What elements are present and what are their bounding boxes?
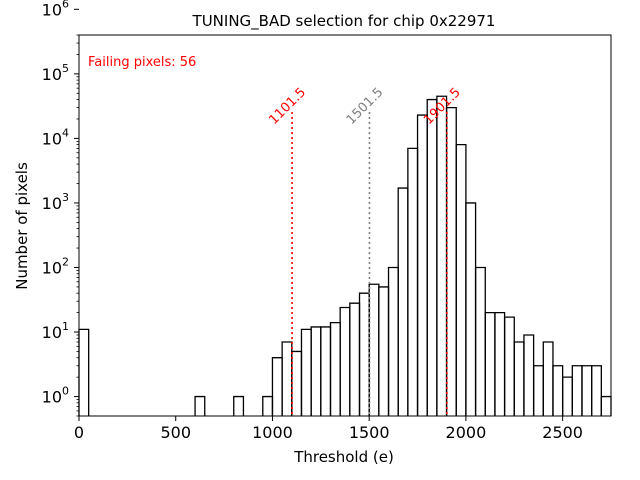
plot-background bbox=[79, 35, 611, 416]
histogram-bar bbox=[194, 395, 206, 416]
axes: 0 500 1000 1500 2000 2500 100 101 102 103 104 105 10… bbox=[42, 0, 612, 442]
y-tick-label: 103 bbox=[42, 191, 69, 213]
y-tick-label: 104 bbox=[42, 126, 69, 148]
x-tick-label: 500 bbox=[160, 423, 191, 442]
x-axis-label: Threshold (e) bbox=[293, 448, 394, 466]
plot-frame bbox=[78, 34, 612, 417]
y-axis-label: Number of pixels bbox=[13, 162, 31, 290]
x-tick-label: 1500 bbox=[349, 423, 390, 442]
x-tick-label: 0 bbox=[74, 423, 84, 442]
histogram-bar bbox=[591, 365, 602, 416]
y-tick-label: 102 bbox=[42, 255, 69, 277]
histogram-marks bbox=[78, 95, 612, 416]
x-tick-label: 1000 bbox=[252, 423, 293, 442]
failing-pixels-annotation: Failing pixels: 56 bbox=[88, 55, 196, 70]
histogram-bar bbox=[233, 395, 245, 416]
x-tick-label: 2500 bbox=[542, 423, 583, 442]
chart-title: TUNING_BAD selection for chip 0x22971 bbox=[192, 12, 496, 31]
y-tick-label: 106 bbox=[42, 0, 69, 19]
plot-area bbox=[79, 35, 611, 416]
y-tick-label: 101 bbox=[42, 320, 69, 342]
y-tick-label: 105 bbox=[42, 62, 69, 84]
x-tick-label: 2000 bbox=[446, 423, 487, 442]
y-tick-label: 100 bbox=[42, 385, 69, 407]
